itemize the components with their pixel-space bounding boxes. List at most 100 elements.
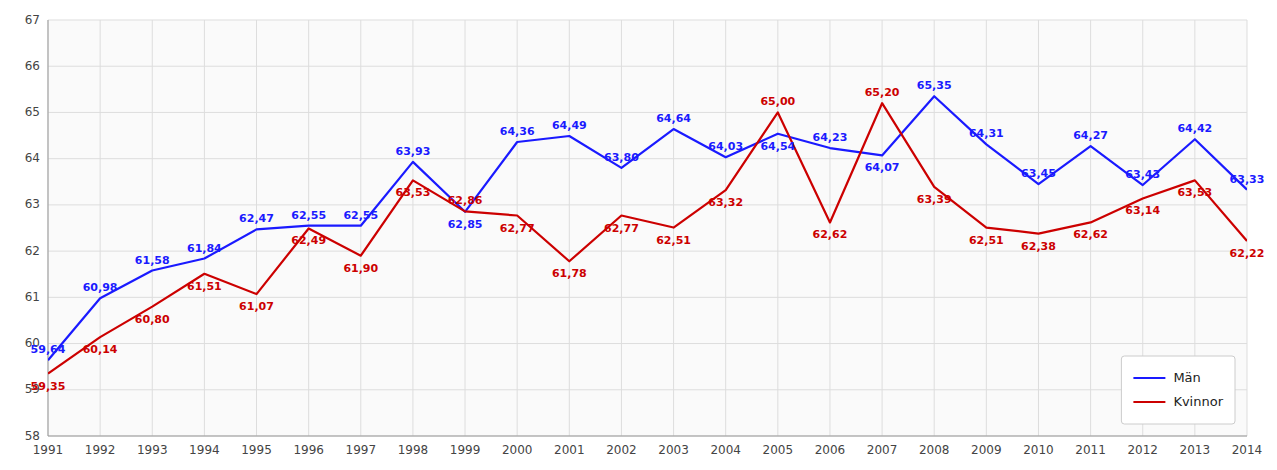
data-label: 65,00 <box>760 95 795 108</box>
x-tick-label: 1995 <box>241 443 272 457</box>
y-tick-label: 65 <box>25 105 40 119</box>
x-grid-line <box>1247 20 1248 436</box>
x-tick-label: 2001 <box>554 443 585 457</box>
data-label: 62,55 <box>343 209 378 222</box>
data-label: 62,51 <box>656 234 691 247</box>
x-tick-label: 1999 <box>450 443 481 457</box>
y-grid-line <box>48 436 1247 437</box>
data-label: 65,20 <box>865 86 900 99</box>
x-tick-label: 2013 <box>1180 443 1211 457</box>
data-label: 60,98 <box>83 281 118 294</box>
data-label: 59,35 <box>31 380 66 393</box>
ticks: 5859606162636465666719911992199319941995… <box>25 13 1263 458</box>
data-label: 61,51 <box>187 280 222 293</box>
data-label: 62,77 <box>604 222 639 235</box>
data-label: 63,32 <box>708 196 743 209</box>
data-label: 64,54 <box>760 140 795 153</box>
legend: MänKvinnor <box>1121 356 1235 424</box>
data-label: 63,53 <box>396 186 431 199</box>
x-grid-line <box>777 20 778 436</box>
data-label: 60,14 <box>83 343 118 356</box>
data-label: 61,58 <box>135 254 170 267</box>
x-tick-label: 2014 <box>1232 443 1263 457</box>
x-grid-line <box>204 20 205 436</box>
y-tick-label: 67 <box>25 13 40 27</box>
data-label: 61,84 <box>187 242 222 255</box>
x-tick-label: 2002 <box>606 443 637 457</box>
y-tick-label: 62 <box>25 244 40 258</box>
data-label: 63,14 <box>1125 204 1160 217</box>
x-tick-label: 2009 <box>971 443 1002 457</box>
data-label: 61,07 <box>239 300 274 313</box>
x-tick-label: 2006 <box>815 443 846 457</box>
data-label: 62,86 <box>448 194 483 207</box>
x-tick-label: 1992 <box>85 443 116 457</box>
legend-swatch <box>1133 401 1165 403</box>
x-tick-label: 2012 <box>1127 443 1158 457</box>
data-label: 63,93 <box>396 145 431 158</box>
y-grid-line <box>48 389 1247 390</box>
legend-swatch <box>1133 377 1165 379</box>
data-label: 63,53 <box>1177 186 1212 199</box>
data-label: 63,80 <box>604 151 639 164</box>
data-label: 59,64 <box>31 343 66 356</box>
data-label: 62,22 <box>1230 247 1265 260</box>
y-grid-line <box>48 343 1247 344</box>
series-line <box>48 103 1247 373</box>
grid <box>48 20 1247 436</box>
x-tick-label: 1996 <box>293 443 324 457</box>
x-grid-line <box>256 20 257 436</box>
data-label: 64,27 <box>1073 129 1108 142</box>
x-tick-label: 2007 <box>867 443 898 457</box>
legend-label: Män <box>1173 370 1200 385</box>
data-label: 62,49 <box>291 234 326 247</box>
y-grid-line <box>48 158 1247 159</box>
data-label: 64,31 <box>969 127 1004 140</box>
data-label: 62,51 <box>969 234 1004 247</box>
y-grid-line <box>48 20 1247 21</box>
x-tick-label: 1998 <box>398 443 429 457</box>
data-label: 63,45 <box>1021 167 1056 180</box>
x-tick-label: 1991 <box>33 443 64 457</box>
data-label: 65,35 <box>917 79 952 92</box>
x-tick-label: 2011 <box>1075 443 1106 457</box>
y-grid-line <box>48 112 1247 113</box>
y-tick-label: 61 <box>25 290 40 304</box>
data-label: 61,78 <box>552 267 587 280</box>
x-tick-label: 2010 <box>1023 443 1054 457</box>
y-grid-line <box>48 297 1247 298</box>
marks <box>48 96 1247 373</box>
x-tick-label: 2005 <box>763 443 794 457</box>
y-tick-label: 58 <box>25 429 40 443</box>
data-label: 64,07 <box>865 161 900 174</box>
x-grid-line <box>882 20 883 436</box>
y-tick-label: 63 <box>25 197 40 211</box>
x-grid-line <box>569 20 570 436</box>
y-tick-label: 66 <box>25 59 40 73</box>
x-tick-label: 2000 <box>502 443 533 457</box>
y-tick-label: 64 <box>25 151 40 165</box>
x-tick-label: 1994 <box>189 443 220 457</box>
data-label: 64,23 <box>813 131 848 144</box>
x-axis-line <box>48 436 1247 437</box>
data-label: 60,80 <box>135 313 170 326</box>
data-label: 62,62 <box>813 228 848 241</box>
x-grid-line <box>1038 20 1039 436</box>
chart: 5859606162636465666719911992199319941995… <box>0 0 1277 470</box>
legend-box <box>1121 356 1235 424</box>
data-labels: 59,6460,9861,5861,8462,4762,5562,5563,93… <box>31 79 1265 392</box>
data-label: 61,90 <box>343 262 378 275</box>
x-tick-label: 2008 <box>919 443 950 457</box>
x-tick-label: 1997 <box>346 443 377 457</box>
y-grid-line <box>48 204 1247 205</box>
x-tick-label: 2004 <box>710 443 741 457</box>
y-grid-line <box>48 66 1247 67</box>
data-label: 62,55 <box>291 209 326 222</box>
data-label: 62,77 <box>500 222 535 235</box>
plot-area <box>48 20 1247 436</box>
data-label: 63,39 <box>917 193 952 206</box>
data-label: 62,62 <box>1073 228 1108 241</box>
data-label: 64,49 <box>552 119 587 132</box>
data-label: 62,38 <box>1021 240 1056 253</box>
data-label: 63,43 <box>1125 168 1160 181</box>
